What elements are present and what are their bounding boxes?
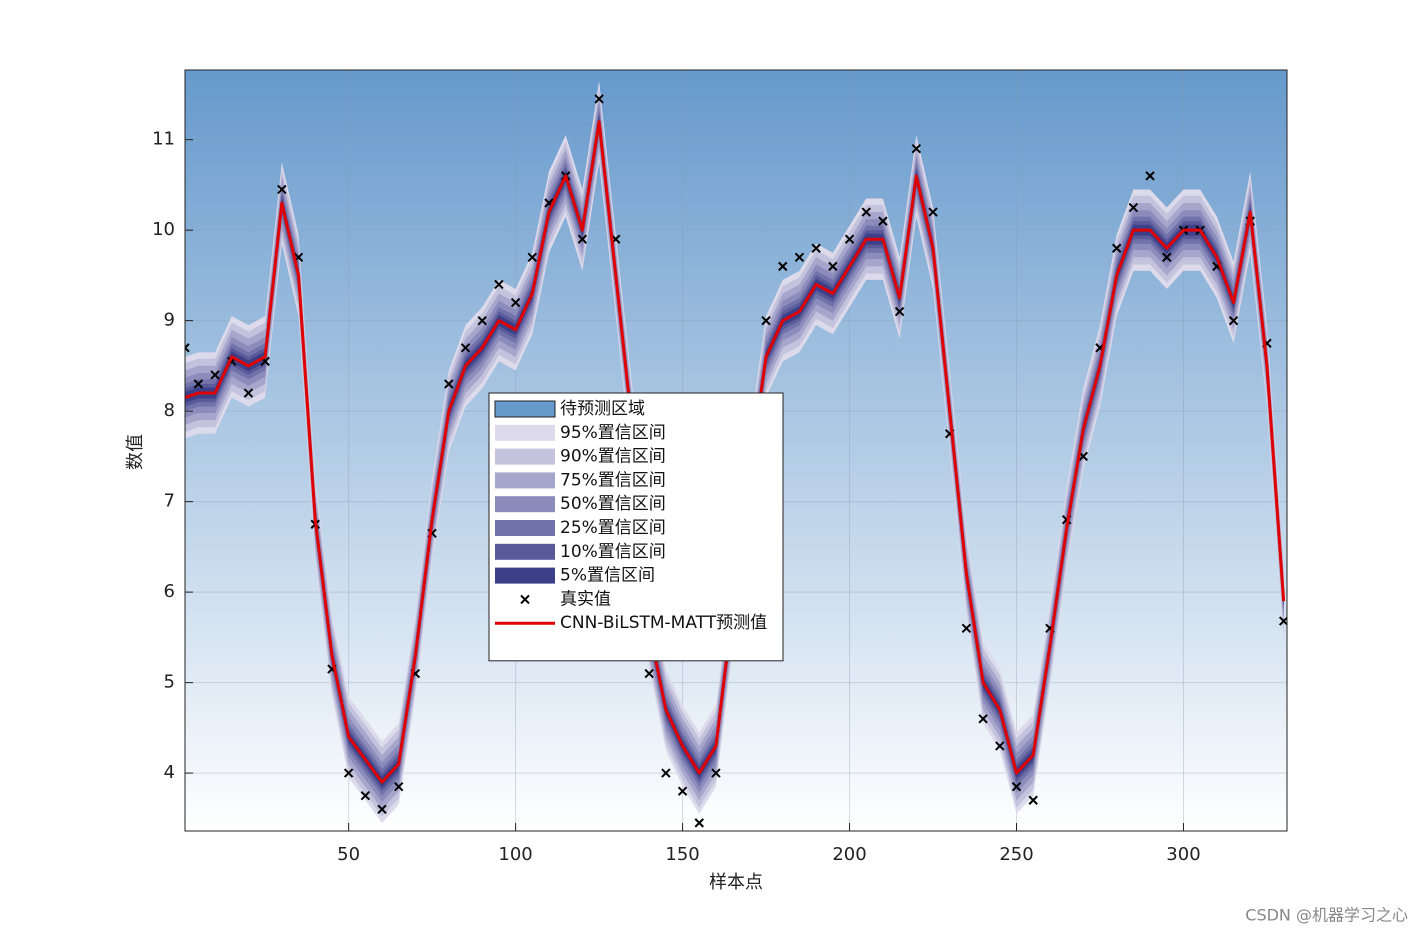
true-value-marker (510, 297, 521, 308)
true-value-marker (828, 261, 838, 272)
true-value-marker (661, 768, 671, 778)
legend-label: 5%置信区间 (560, 566, 655, 586)
plot-frame (184, 69, 1288, 832)
true-value-marker (1128, 202, 1139, 213)
true-value-marker (778, 261, 788, 272)
y-tick-label: 11 (152, 129, 175, 150)
watermark: CSDN @机器学习之心 (1245, 906, 1408, 925)
true-value-marker (995, 741, 1005, 751)
legend-label: 75%置信区间 (560, 470, 666, 490)
legend-label: 待预测区域 (560, 399, 645, 419)
legend-swatch (495, 543, 555, 560)
legend-swatch (494, 400, 556, 418)
legend-label: 95%置信区间 (560, 423, 666, 443)
legend: 待预测区域 95%置信区间 90%置信区间 75%置信区间 50%置信区间 25%置信区间… (488, 392, 784, 662)
true-value-marker (394, 781, 404, 792)
true-value-marker (978, 714, 988, 724)
true-value-marker (1278, 616, 1287, 626)
y-tick-label: 6 (164, 581, 175, 602)
legend-label: CNN-BiLSTM-MATT预测值 (560, 613, 767, 633)
true-value-marker (494, 279, 504, 290)
y-tick-label: 10 (152, 219, 175, 240)
legend-swatch (495, 472, 555, 489)
legend-swatch (495, 424, 555, 441)
true-value-marker (928, 207, 938, 217)
legend-swatch (495, 448, 555, 465)
true-value-marker (961, 623, 972, 634)
x-axis-label: 样本点 (709, 872, 763, 893)
true-value-marker (343, 768, 354, 778)
true-value-marker (193, 379, 204, 389)
legend-label: 25%置信区间 (560, 518, 666, 538)
true-value-marker (677, 786, 688, 796)
true-value-marker (1162, 252, 1172, 263)
true-value-marker (644, 668, 654, 679)
true-value-marker (477, 315, 487, 326)
x-tick-label: 150 (665, 844, 699, 865)
true-value-marker (711, 768, 721, 778)
legend-label: 10%置信区间 (560, 542, 666, 562)
true-value-marker (277, 184, 287, 195)
y-tick-label: 8 (164, 400, 175, 421)
legend-label: 90%置信区间 (560, 447, 666, 467)
true-value-marker (861, 207, 871, 217)
true-value-marker (243, 388, 254, 398)
legend-label: 真实值 (560, 589, 611, 609)
legend-swatch (495, 520, 555, 536)
true-value-marker (444, 379, 454, 389)
true-value-marker (210, 370, 220, 380)
y-tick-label: 7 (164, 491, 175, 512)
y-tick-label: 5 (164, 672, 175, 693)
true-value-marker (894, 306, 905, 317)
true-value-marker (360, 791, 371, 801)
x-tick-label: 250 (999, 844, 1033, 865)
true-value-marker (878, 216, 888, 226)
x-tick-label: 100 (498, 844, 532, 865)
true-value-marker (1145, 171, 1155, 181)
true-value-marker (694, 818, 704, 828)
legend-marker (520, 594, 530, 605)
true-value-marker (460, 343, 471, 353)
true-value-marker (377, 804, 387, 814)
x-tick-label: 200 (832, 844, 866, 865)
true-value-marker (1228, 315, 1239, 326)
legend-swatch (495, 496, 555, 513)
true-value-marker (594, 94, 604, 104)
x-tick-label: 50 (337, 844, 360, 865)
true-value-marker (527, 252, 538, 263)
true-value-marker (1111, 243, 1122, 253)
legend-label: 50%置信区间 (560, 494, 666, 514)
true-value-marker (1011, 781, 1022, 792)
true-value-marker (911, 144, 922, 154)
x-tick-label: 300 (1166, 844, 1200, 865)
true-value-marker (794, 252, 805, 263)
y-axis-label: 数值 (125, 434, 146, 470)
legend-swatch (495, 567, 555, 584)
true-value-marker (185, 343, 190, 353)
true-value-marker (577, 234, 588, 244)
y-tick-label: 9 (164, 310, 175, 331)
true-value-marker (761, 315, 771, 326)
y-tick-label: 4 (164, 762, 175, 783)
true-value-marker (1028, 795, 1038, 805)
true-value-marker (811, 243, 821, 253)
true-value-marker (844, 234, 855, 244)
